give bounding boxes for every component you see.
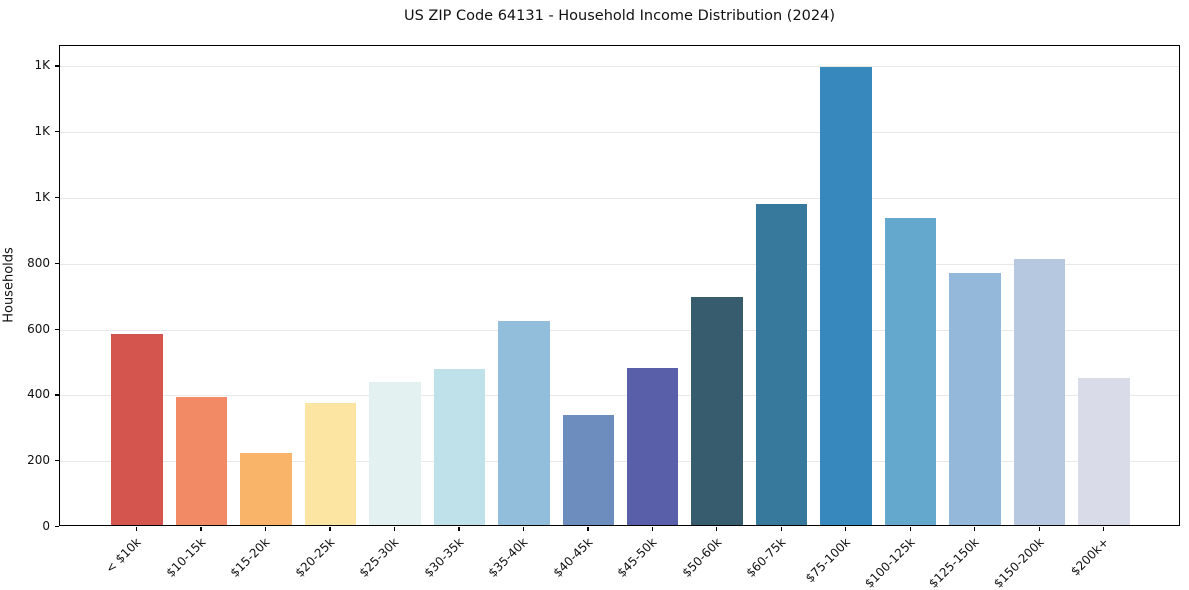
x-tick-label: $100-125k [861,535,918,590]
bar-$20-25k [304,402,357,525]
x-tick-mark [393,526,396,531]
x-tick-label: $30-35k [421,535,467,580]
y-tick-mark [55,262,59,265]
plot-area [59,45,1180,526]
x-tick-label: < $10k [102,535,144,576]
x-tick-mark [587,526,589,531]
x-tick-mark [845,526,847,531]
y-tick-label: 400 [27,387,50,402]
y-tick-mark [55,394,59,396]
x-tick-mark [200,526,202,531]
bar-$50-60k [691,296,743,525]
x-tick-mark [458,526,460,531]
gridline [60,132,1179,134]
x-tick-label: $125-150k [926,535,983,590]
bar-$40-45k [562,415,615,525]
gridline [60,461,1179,463]
bar-$45-50k [626,368,679,525]
y-tick-mark [55,328,59,330]
x-tick-mark [780,526,782,531]
y-tick-label: 600 [27,321,50,336]
x-tick-mark [651,526,653,531]
x-tick-label: $150-200k [990,535,1047,590]
bar-$60-75k [755,204,808,525]
gridline [60,66,1179,68]
y-tick-mark [55,65,59,67]
bar-$15-20k [240,453,292,525]
chart-title: US ZIP Code 64131 - Household Income Dis… [403,8,836,24]
y-axis: 0 200 400 600 800 1K 1K 1K [0,45,59,533]
x-tick-label: $15-20k [227,535,273,580]
x-tick-mark [1103,526,1105,531]
x-axis: < $10k $10-15k $15-20k $20-25k $25-30k $30-35… [59,526,1180,590]
y-tick-mark [55,131,59,133]
x-tick-label: $20-25k [292,535,338,580]
x-tick-label: $200k+ [1067,535,1112,579]
y-tick-label: 800 [27,255,50,270]
x-tick-label: $45-50k [614,535,660,580]
x-tick-label: $60-75k [743,535,789,580]
gridline [60,198,1179,199]
x-tick-label: $10-15k [163,535,209,580]
bar-$200k+ [1078,377,1130,525]
x-tick-mark [909,526,911,531]
x-tick-label: $35-40k [485,535,531,580]
x-tick-label: $50-60k [679,535,725,580]
x-tick-mark [716,526,718,531]
bar-$75-100k [820,67,872,525]
y-tick-label: 0 [42,519,50,533]
x-tick-label: $75-100k [802,535,854,586]
gridline [60,263,1179,265]
x-tick-mark [329,526,331,531]
gridline [60,395,1179,397]
bar-$30-35k [433,369,486,525]
y-tick-mark [55,197,59,199]
x-tick-mark [264,526,267,531]
x-tick-label: $40-45k [550,535,596,580]
bar-$25-30k [369,381,421,525]
x-tick-label: $25-30k [356,535,402,580]
bar-$150-200k [1013,258,1066,525]
y-tick-mark [55,460,59,462]
x-tick-mark [135,526,138,531]
x-tick-mark [1038,526,1040,531]
bar-< $10k [111,333,163,525]
y-tick-label: 1K [34,124,50,139]
y-tick-label: 1K [34,190,50,204]
bar-$35-40k [498,321,550,525]
y-tick-label: 200 [27,453,50,468]
bar-$100-125k [884,218,937,525]
bar-$10-15k [175,397,228,525]
gridline [60,329,1179,331]
x-tick-mark [522,526,525,531]
y-tick-label: 1K [34,58,50,73]
x-tick-mark [974,526,976,531]
y-tick-mark [55,526,59,528]
bar-$125-150k [949,272,1001,525]
